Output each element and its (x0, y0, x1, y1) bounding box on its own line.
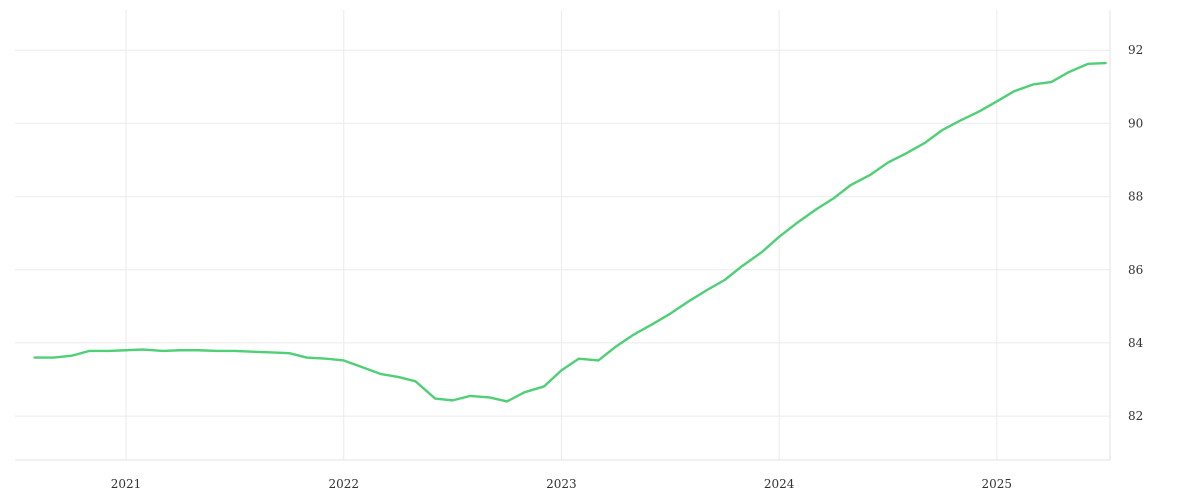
y-tick-label: 84 (1128, 336, 1144, 350)
y-tick-label: 90 (1128, 116, 1143, 130)
y-tick-label: 88 (1128, 190, 1143, 204)
x-tick-label: 2021 (111, 477, 142, 491)
y-tick-label: 92 (1128, 43, 1143, 57)
y-tick-label: 82 (1128, 409, 1143, 423)
x-tick-label: 2022 (328, 477, 359, 491)
x-tick-label: 2024 (764, 477, 795, 491)
y-axis-ticks: 92 90 88 86 84 82 (1128, 43, 1144, 423)
x-tick-label: 2023 (546, 477, 577, 491)
x-axis-ticks: 2021 2022 2023 2024 2025 (111, 477, 1012, 491)
y-tick-label: 86 (1128, 263, 1143, 277)
grid-lines (15, 10, 1110, 460)
series-line (33, 61, 1107, 403)
x-tick-label: 2025 (982, 477, 1013, 491)
series-layer (33, 61, 1107, 403)
